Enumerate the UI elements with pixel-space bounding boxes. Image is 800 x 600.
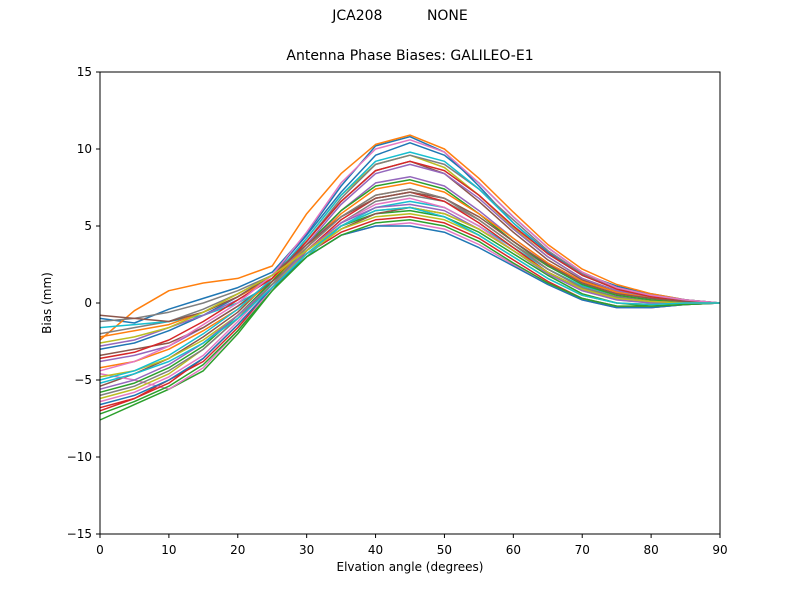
x-tick-label: 60 xyxy=(506,543,521,557)
series-line-22 xyxy=(99,182,721,338)
y-tick-label: 0 xyxy=(84,296,92,310)
x-axis-label: Elvation angle (degrees) xyxy=(336,560,484,574)
x-tick-label: 50 xyxy=(437,543,452,557)
series-line-23 xyxy=(99,219,721,415)
series-line-1 xyxy=(99,135,721,324)
series-line-30 xyxy=(99,206,720,384)
x-tick-label: 20 xyxy=(230,543,245,557)
x-tick-label: 0 xyxy=(96,543,104,557)
x-tick-label: 30 xyxy=(299,543,314,557)
series-line-27 xyxy=(99,139,721,372)
x-axis: 0 10 20 30 40 50 60 70 80 90 xyxy=(96,534,728,557)
series-lines xyxy=(99,134,721,421)
series-line-15 xyxy=(99,163,721,347)
y-tick-label: 10 xyxy=(77,142,92,156)
chart-title: Antenna Phase Biases: GALILEO-E1 xyxy=(286,48,534,64)
y-tick-label: −5 xyxy=(74,373,92,387)
figure-suptitle: JCA208 NONE xyxy=(332,8,468,24)
x-tick-label: 70 xyxy=(575,543,590,557)
x-tick-label: 80 xyxy=(643,543,658,557)
y-tick-label: −15 xyxy=(67,527,92,541)
series-line-2 xyxy=(99,134,721,341)
y-axis: −15 −10 −5 0 5 10 15 xyxy=(67,65,100,541)
x-tick-label: 40 xyxy=(368,543,383,557)
x-tick-label: 90 xyxy=(712,543,727,557)
y-tick-label: −10 xyxy=(67,450,92,464)
series-line-28 xyxy=(99,188,720,397)
series-line-13 xyxy=(99,179,721,394)
y-tick-label: 15 xyxy=(77,65,92,79)
y-tick-label: 5 xyxy=(84,219,92,233)
series-line-8 xyxy=(99,194,721,335)
y-axis-label: Bias (mm) xyxy=(40,272,54,334)
series-line-29 xyxy=(99,206,720,344)
series-line-24 xyxy=(99,160,721,360)
x-tick-label: 10 xyxy=(161,543,176,557)
series-line-21 xyxy=(99,225,721,406)
